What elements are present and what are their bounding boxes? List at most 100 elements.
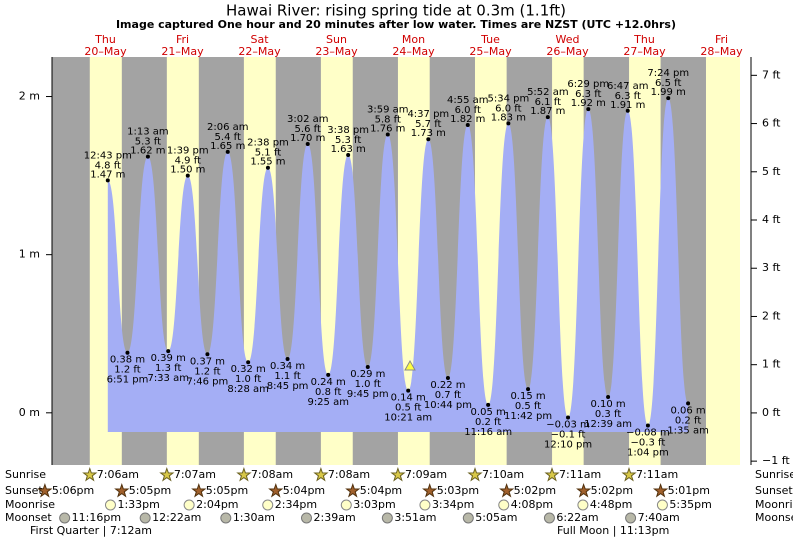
tide-point: [465, 123, 470, 127]
tide-label: 11:16 am: [464, 427, 512, 438]
moonrise-icon: [577, 499, 589, 511]
y-tick-label: 2 m: [19, 90, 40, 103]
row-time: 5:05am: [475, 511, 517, 524]
tide-label: 5.1 ft: [255, 148, 281, 159]
tide-point: [166, 349, 171, 354]
tide-label: 0.37 m: [190, 356, 225, 367]
row-time: 7:11am: [636, 468, 678, 481]
tide-label: 6:47 am: [607, 81, 649, 92]
tide-label: 1.70 m: [290, 133, 325, 144]
tide-label: 0.05 m: [471, 407, 506, 418]
sunset-icon: [191, 482, 207, 498]
tide-point: [426, 137, 431, 142]
tide-point: [385, 132, 390, 137]
moonset-icon: [220, 512, 232, 524]
row-label: Sunrise: [5, 468, 46, 481]
sunset-icon: [37, 482, 53, 498]
tide-point: [305, 141, 310, 146]
row-time: 5:35pm: [669, 498, 711, 511]
tide-label: 1.62 m: [130, 146, 165, 157]
tide-area: [107, 98, 689, 433]
day-date: 22–May: [238, 45, 281, 58]
tide-label: 1.0 ft: [355, 379, 381, 390]
moonrise-icon: [340, 499, 352, 511]
tide-label: 6.0 ft: [455, 105, 481, 116]
sunset-icon: [345, 482, 361, 498]
moonrise-icon: [262, 499, 274, 511]
tide-point: [185, 173, 190, 178]
tide-label: 1.0 ft: [235, 374, 261, 385]
tide-label: 11:42 pm: [504, 411, 552, 422]
moonrise-icon: [419, 499, 431, 511]
row-time: 5:04pm: [283, 484, 325, 497]
tide-label: 0.22 m: [430, 380, 465, 391]
y2-tick-label: 6 ft: [762, 117, 781, 130]
tide-label: 5.8 ft: [375, 114, 401, 125]
tide-label: 1:13 am: [127, 127, 169, 138]
y2-tick-label: 7 ft: [762, 68, 781, 81]
tide-label: 0.5 ft: [395, 403, 421, 414]
row-time: 1:30am: [233, 511, 275, 524]
sunrise-icon: [467, 466, 483, 482]
row-time: 5:02pm: [514, 484, 556, 497]
tide-point: [225, 149, 230, 154]
tide-point: [586, 107, 591, 112]
moon-phase: Full Moon | 11:13pm: [557, 524, 669, 537]
row-time: 12:22am: [152, 511, 201, 524]
tide-point: [666, 96, 671, 101]
row-time: 4:48pm: [590, 498, 632, 511]
moonset-icon: [59, 512, 71, 524]
tide-label: 6.1 ft: [535, 97, 561, 108]
tide-layer: [107, 98, 689, 433]
tide-label: 0.5 ft: [515, 401, 541, 412]
day-date: 21–May: [161, 45, 204, 58]
tide-label: 6.3 ft: [615, 91, 641, 102]
moonset-icon: [625, 512, 637, 524]
tide-label: 0.8 ft: [315, 387, 341, 398]
row-time: 11:16pm: [72, 511, 121, 524]
tide-label: 1.91 m: [610, 100, 645, 111]
tide-label: 5:34 pm: [487, 93, 529, 104]
tide-label: 1.47 m: [90, 169, 125, 180]
tide-label: 0.39 m: [151, 353, 186, 364]
day-date: 23–May: [315, 45, 358, 58]
sunset-icon: [114, 482, 130, 498]
row-time: 7:06am: [97, 468, 139, 481]
tide-label: −0.08 m: [626, 427, 670, 438]
day-name: Sun: [326, 33, 347, 46]
row-time: 4:08pm: [511, 498, 553, 511]
row-time: 7:07am: [174, 468, 216, 481]
day-date: 24–May: [392, 45, 435, 58]
tide-label: 1.3 ft: [155, 363, 181, 374]
tide-label: 1.92 m: [571, 98, 606, 109]
tide-point: [285, 357, 290, 362]
row-label: Moonrise: [5, 498, 55, 511]
tide-label: −0.3 ft: [631, 437, 666, 448]
day-name: Thu: [633, 33, 655, 46]
tide-label: 0.32 m: [231, 364, 266, 375]
moonrise-icon: [104, 499, 116, 511]
row-time: 7:08am: [251, 468, 293, 481]
tide-label: 1:35 am: [667, 425, 709, 436]
tide-label: 1:39 pm: [167, 146, 209, 157]
tide-point: [205, 352, 210, 357]
tide-point: [145, 154, 150, 159]
tide-point: [265, 165, 270, 170]
row-label: Moonset: [755, 511, 793, 524]
tide-label: 9:45 pm: [347, 389, 389, 400]
tide-label: 1.83 m: [491, 112, 526, 123]
row-time: 5:01pm: [668, 484, 710, 497]
tide-label: 8:28 am: [227, 384, 269, 395]
day-name: Sat: [250, 33, 269, 46]
tide-label: 1.63 m: [331, 144, 366, 155]
tide-label: 2:38 pm: [247, 138, 289, 149]
tide-label: 7:33 am: [147, 373, 189, 384]
day-name: Fri: [176, 33, 189, 46]
row-time: 2:04pm: [196, 498, 238, 511]
moonset-icon: [543, 512, 555, 524]
tide-label: 0.2 ft: [475, 417, 501, 428]
tide-label: 10:21 am: [384, 413, 432, 424]
tide-label: 12:39 am: [584, 419, 632, 430]
tide-label: 0.34 m: [270, 361, 305, 372]
row-time: 2:34pm: [275, 498, 317, 511]
